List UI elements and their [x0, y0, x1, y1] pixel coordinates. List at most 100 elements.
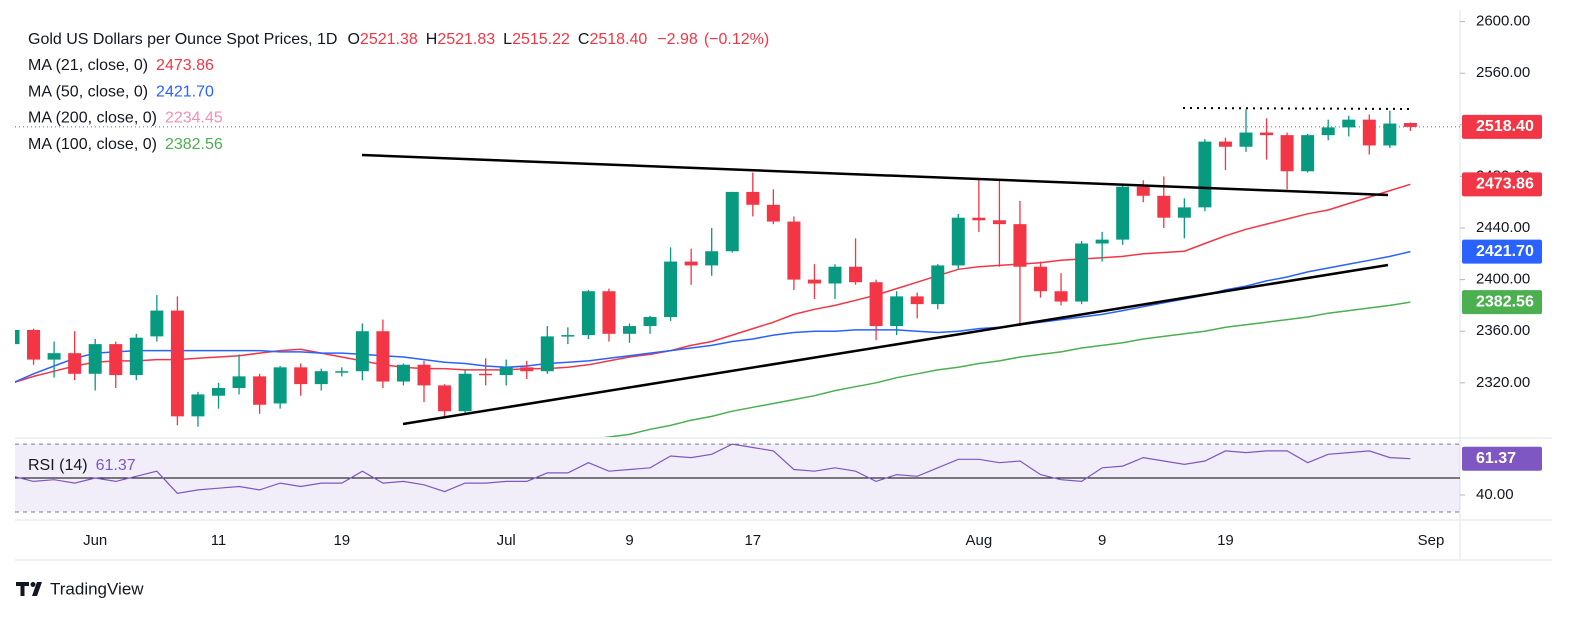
candle-body [849, 266, 863, 283]
candle-body [1260, 132, 1274, 136]
price-badge [1462, 290, 1542, 315]
trendline-lower [402, 263, 1389, 426]
legend-value: 2421.70 [156, 84, 214, 101]
candle-body [417, 364, 431, 386]
candle-body [1013, 224, 1027, 267]
candle-body [1177, 207, 1191, 218]
y-tick-label: 2600.00 [1476, 13, 1530, 30]
rsi-line [15, 443, 1411, 494]
x-tick-label: 17 [744, 532, 761, 549]
candle-body [623, 326, 636, 334]
candle-body [992, 220, 1006, 225]
candle-body [479, 373, 493, 376]
candle-body [1075, 243, 1089, 302]
candle-body [499, 367, 513, 376]
candle-body [212, 387, 225, 396]
x-tick-label: Aug [965, 532, 992, 549]
candle-body [787, 221, 801, 280]
chart-title: Gold US Dollars per Ounce Spot Prices, 1… [28, 31, 337, 48]
moving-average-line [15, 183, 1411, 383]
legend-entry: MA (100, close, 0) 2382.56 [28, 136, 223, 153]
candle-body [807, 279, 821, 284]
brand: TradingView [50, 579, 144, 598]
candle-body [47, 353, 61, 360]
candle-body [335, 371, 349, 373]
legend-name: MA (50, close, 0) [28, 84, 148, 101]
rsi-pane [15, 443, 1460, 513]
legend-entry: MA (21, close, 0) 2473.86 [28, 57, 214, 74]
x-tick-label: 9 [625, 532, 633, 549]
candle-body [684, 261, 698, 266]
rsi-value: 61.37 [96, 457, 136, 474]
price-badge-label: 2382.56 [1476, 293, 1534, 310]
ohlc-key: O [347, 31, 359, 48]
ohlc-value: 2518.40 [589, 31, 647, 48]
legend-value: 2234.45 [165, 110, 223, 127]
y-tick-label: 2360.00 [1476, 322, 1530, 339]
rsi-y-tick-label: 40.00 [1476, 486, 1514, 503]
x-tick-label: 9 [1098, 532, 1106, 549]
candle-body [1403, 123, 1417, 127]
x-tick-label: Sep [1418, 532, 1445, 549]
change-percent: (−0.12%) [704, 31, 769, 48]
candle-body [15, 329, 20, 345]
labels: 2320.002360.002400.002440.002480.002520.… [28, 13, 1542, 549]
candle-body [520, 367, 534, 372]
candle-body [458, 373, 472, 412]
candle-body [273, 367, 287, 404]
candle-body [705, 251, 719, 266]
candle-body [931, 265, 945, 305]
candle-body [643, 317, 657, 327]
candle-body [766, 204, 780, 222]
y-tick-label: 2400.00 [1476, 271, 1530, 288]
candle-body [664, 261, 678, 318]
ohlc-value: 2515.22 [512, 31, 570, 48]
logo-dot [30, 582, 36, 587]
candle-body [561, 335, 575, 337]
candle-body [725, 191, 739, 252]
rsi-name: RSI (14) [28, 457, 88, 474]
candle-body [314, 371, 328, 385]
candle-body [1157, 195, 1171, 218]
candle-body [88, 344, 102, 374]
price-badge-label: 2473.86 [1476, 176, 1534, 193]
candle-body [355, 331, 369, 372]
candle-body [438, 385, 452, 412]
moving-average-line [603, 301, 1411, 437]
y-tick-label: 2440.00 [1476, 219, 1530, 236]
ohlc-value: 2521.38 [360, 31, 418, 48]
brand-logo [16, 582, 42, 596]
candle-body [68, 353, 82, 374]
candle-body [1034, 266, 1047, 292]
ohlc-key: L [503, 31, 512, 48]
candle-body [1136, 186, 1150, 196]
candle-body [129, 337, 143, 376]
candle-body [232, 376, 246, 388]
x-tick-label: 11 [211, 532, 227, 549]
change-value: −2.98 [657, 31, 698, 48]
candle-body [27, 329, 41, 360]
candle-body [910, 296, 924, 305]
legend-name: MA (200, close, 0) [28, 110, 157, 127]
candle-body [1116, 186, 1130, 240]
candle-body [1218, 141, 1232, 147]
x-tick-label: Jul [497, 532, 516, 549]
ohlc-key: C [578, 31, 590, 48]
legend-header: Gold US Dollars per Ounce Spot Prices, 1… [28, 31, 769, 48]
candle-body [170, 310, 184, 417]
candle-body [1095, 239, 1109, 244]
legend-name: MA (21, close, 0) [28, 57, 148, 74]
x-tick-label: Jun [83, 532, 107, 549]
trendline-upper [361, 153, 1389, 197]
candle-body [1054, 291, 1068, 302]
price-badge [1462, 446, 1542, 471]
y-tick-label: 2560.00 [1476, 64, 1530, 81]
candle-body [253, 376, 267, 405]
price-pane [15, 109, 1460, 437]
candle-body [890, 296, 904, 327]
moving-average-line [15, 250, 1411, 383]
resistance-line [1182, 107, 1411, 110]
candle-body [294, 367, 308, 385]
